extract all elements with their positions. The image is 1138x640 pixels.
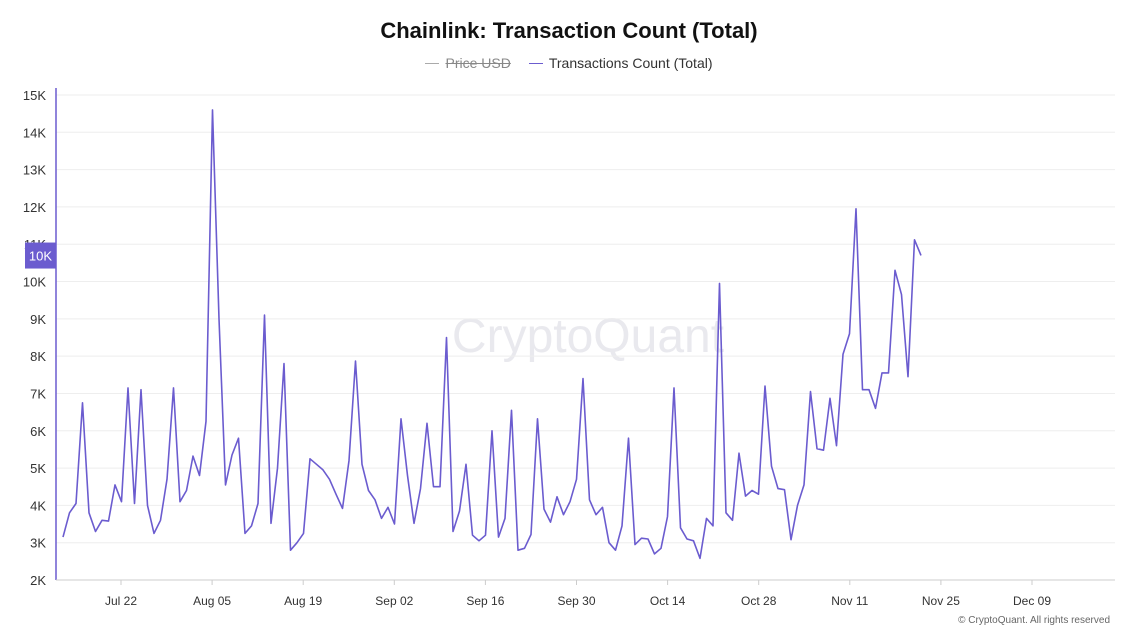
legend-swatch-price-usd (425, 62, 440, 64)
x-tick-label: Jul 22 (105, 594, 137, 608)
grid-lines (56, 94, 1115, 581)
x-tick-label: Oct 28 (741, 594, 777, 608)
legend-label-price-usd: Price USD (445, 55, 511, 71)
y-tick-label: 5K (30, 461, 46, 476)
y-axis: 2K3K4K5K6K7K8K9K10K11K12K13K14K15K (23, 88, 57, 588)
x-tick-label: Aug 05 (193, 594, 231, 608)
y-tick-label: 12K (23, 200, 46, 215)
x-tick-label: Sep 02 (375, 594, 413, 608)
series-layer (62, 109, 922, 560)
y-tick-label: 2K (30, 573, 46, 588)
crosshair-layer: 10K (25, 242, 56, 269)
x-axis: Jul 22 Aug 05 Aug 19 Sep 02 Sep 16 Sep 30 Oct … (56, 579, 1115, 608)
y-tick-label: 10K (23, 275, 46, 290)
chart-title: Chainlink: Transaction Count (Total) (380, 18, 758, 43)
crosshair-label: 10K (29, 249, 52, 264)
legend-item-price-usd[interactable]: Price USD (425, 55, 511, 71)
x-tick-label: Dec 09 (1013, 594, 1051, 608)
y-tick-label: 7K (30, 386, 46, 401)
y-tick-label: 3K (30, 536, 46, 551)
y-tick-label: 14K (23, 125, 46, 140)
x-tick-label: Oct 14 (650, 594, 686, 608)
y-tick-label: 8K (30, 349, 46, 364)
legend-item-transactions-count[interactable]: Transactions Count (Total) (528, 55, 713, 71)
y-tick-label: 13K (23, 163, 46, 178)
x-tick-label: Nov 11 (831, 594, 868, 608)
x-tick-label: Sep 16 (466, 594, 504, 608)
legend-swatch-transactions-count (528, 62, 543, 64)
y-tick-label: 9K (30, 312, 46, 327)
crosshair-label-box (25, 242, 56, 269)
series-line-transactions-count (62, 109, 922, 560)
y-tick-label: 15K (23, 88, 46, 103)
x-tick-label: Sep 30 (557, 594, 595, 608)
x-tick-label: Nov 25 (922, 594, 960, 608)
watermark: CryptoQuant (452, 310, 724, 363)
y-tick-label: 4K (30, 498, 46, 513)
y-tick-label: 6K (30, 424, 46, 439)
legend-label-transactions-count: Transactions Count (Total) (548, 55, 713, 71)
copyright-credit: © CryptoQuant. All rights reserved (958, 615, 1110, 626)
chart-legend: Price USD Transactions Count (Total) (0, 55, 1138, 71)
x-tick-label: Aug 19 (284, 594, 322, 608)
